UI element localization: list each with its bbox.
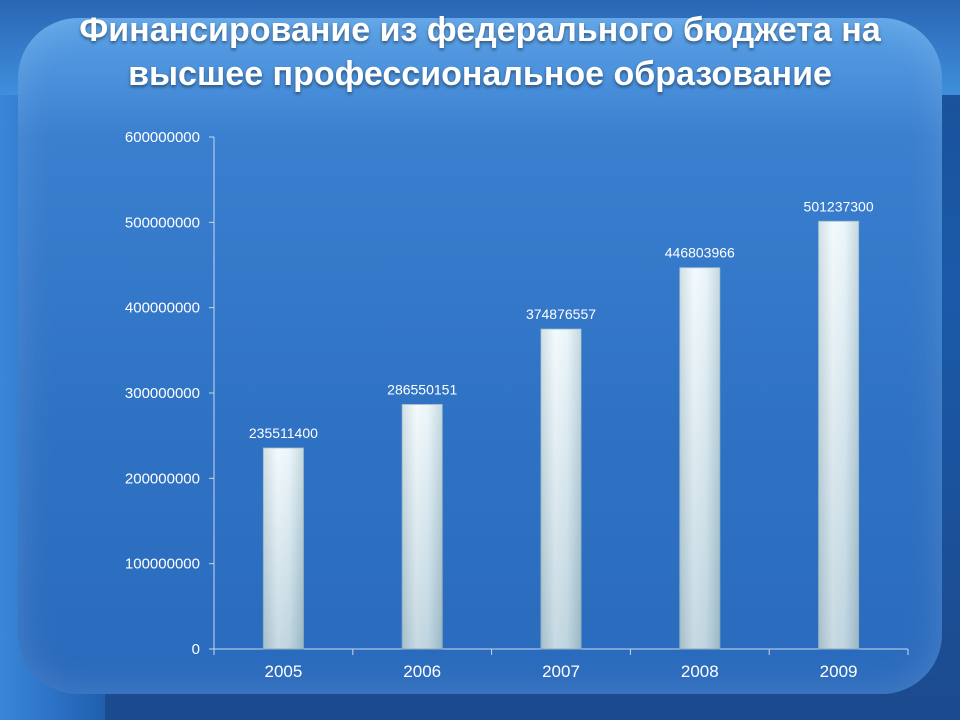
- bar-shade: [263, 448, 304, 649]
- bar-shade: [402, 404, 443, 649]
- y-tick-label: 300000000: [125, 385, 200, 402]
- bar-shade: [541, 329, 581, 649]
- y-tick-label: 100000000: [125, 556, 200, 573]
- slide-title: Финансирование из федерального бюджета н…: [0, 8, 960, 96]
- title-line-2: высшее профессиональное образование: [128, 55, 832, 93]
- data-label: 235511400: [249, 425, 318, 441]
- data-label: 446803966: [665, 245, 735, 261]
- x-tick-label: 2009: [820, 662, 858, 681]
- x-tick-label: 2006: [403, 662, 441, 681]
- data-label: 501237300: [804, 198, 874, 214]
- y-tick-label: 500000000: [125, 214, 200, 231]
- y-tick-label: 200000000: [125, 470, 200, 487]
- chart-panel: [18, 18, 942, 694]
- y-tick-label: 0: [192, 641, 200, 658]
- bar-shade: [818, 221, 859, 649]
- bar-shade: [679, 267, 720, 649]
- y-tick-label: 600000000: [125, 129, 200, 146]
- y-tick-label: 400000000: [125, 300, 200, 317]
- x-tick-label: 2008: [681, 662, 719, 681]
- x-tick-label: 2005: [264, 662, 302, 681]
- x-tick-label: 2007: [542, 662, 580, 681]
- title-line-1: Финансирование из федерального бюджета н…: [79, 11, 881, 49]
- data-label: 286550151: [387, 381, 457, 397]
- data-label: 374876557: [526, 306, 596, 322]
